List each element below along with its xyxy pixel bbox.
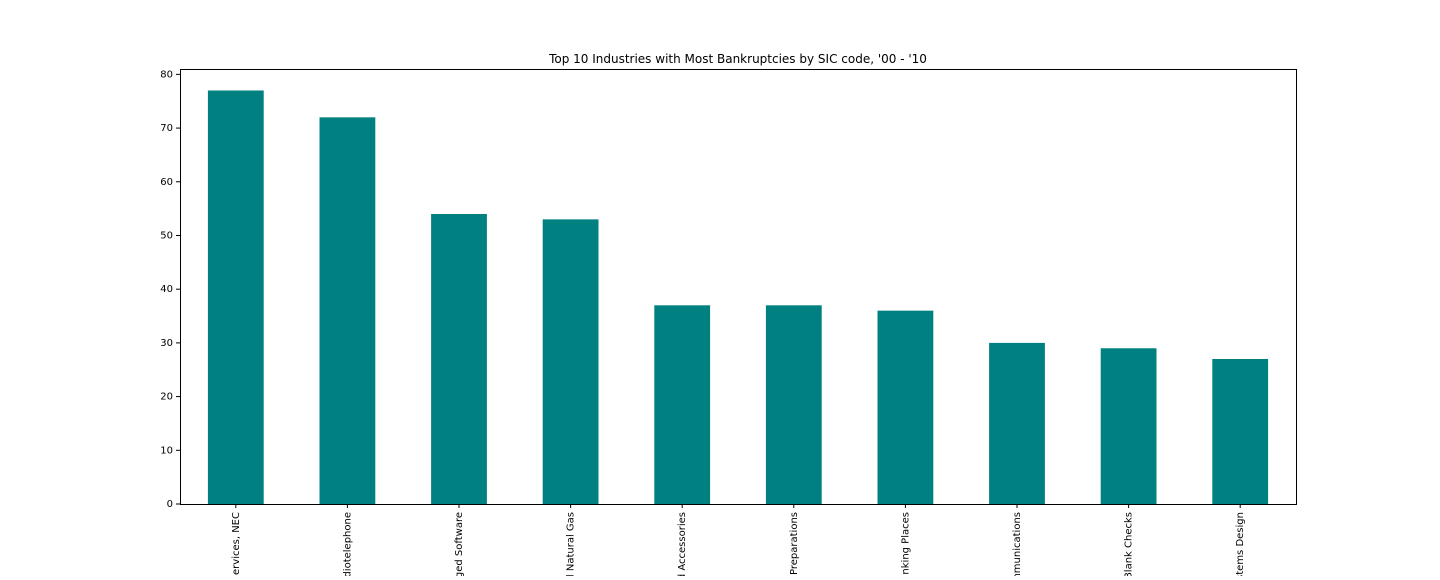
chart-title: Top 10 Industries with Most Bankruptcies… xyxy=(548,52,927,66)
bar-1 xyxy=(207,90,264,505)
x-tick-label: diotelephone xyxy=(342,512,353,576)
y-tick-label: 0 xyxy=(167,499,173,510)
y-tick-label: 40 xyxy=(160,284,173,295)
bar-2 xyxy=(319,117,376,504)
bar-5 xyxy=(654,305,711,504)
bar-6 xyxy=(765,305,822,504)
bar-10 xyxy=(1212,359,1269,504)
bars-layer xyxy=(207,90,1269,505)
x-tick-label: d Accessories xyxy=(677,512,688,576)
x-tick-label: nmunications xyxy=(1012,512,1023,576)
y-tick-label: 30 xyxy=(160,338,173,349)
y-tick-label: 80 xyxy=(160,69,173,80)
x-tick-label: stems Design xyxy=(1235,512,1246,576)
bar-7 xyxy=(877,310,934,504)
x-tick-label: nking Places xyxy=(900,512,911,575)
x-tick-label: ervices, NEC xyxy=(231,512,242,575)
x-tick-label: l Natural Gas xyxy=(566,512,577,576)
bar-9 xyxy=(1100,348,1157,504)
bar-8 xyxy=(989,342,1045,504)
y-tick-label: 70 xyxy=(160,123,173,134)
x-tick-label: Blank Checks xyxy=(1124,512,1135,576)
x-tick-label: ged Software xyxy=(454,512,465,576)
plot-frame xyxy=(180,69,1297,505)
y-tick-label: 20 xyxy=(160,392,173,403)
y-axis: 0 10 20 30 40 50 60 70 80 xyxy=(160,69,180,510)
y-tick-label: 60 xyxy=(160,177,173,188)
x-tick-label: Preparations xyxy=(789,512,800,575)
bar-4 xyxy=(542,219,599,505)
x-axis: ervices, NEC diotelephone ged Software l Na… xyxy=(231,504,1246,580)
y-tick-label: 10 xyxy=(160,445,173,456)
bar-3 xyxy=(431,214,487,504)
y-tick-label: 50 xyxy=(160,230,173,241)
